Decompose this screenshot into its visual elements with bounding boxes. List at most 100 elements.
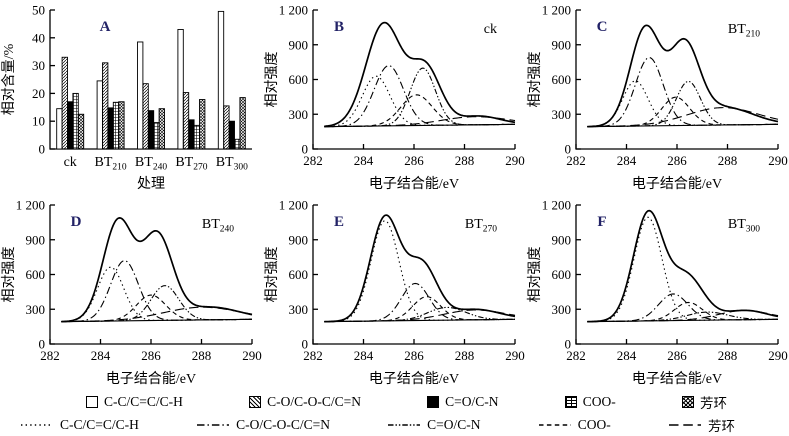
legend-line-row: C-C/C=C/C-H C-O/C-O-C/C=N C=O/C-N COO- 芳… bbox=[0, 415, 789, 435]
panel-a-bar-chart: 0 10 20 30 40 50 相对含量/% 处理 Ack BT210 BT240 BT270 BT3… bbox=[1, 3, 252, 192]
y-tick-label: 0 bbox=[39, 142, 46, 157]
category-label: BT270 bbox=[175, 155, 207, 173]
x-tick-label: 284 bbox=[617, 348, 637, 363]
panel-letter: C bbox=[597, 19, 608, 35]
legend-label: COO- bbox=[582, 393, 616, 409]
y-axis-label: 相对强度 bbox=[264, 247, 280, 303]
x-tick-label: 286 bbox=[141, 348, 161, 363]
y-axis-label: 相对强度 bbox=[264, 52, 280, 108]
treatment-label: ck bbox=[484, 22, 497, 37]
baseline-curve bbox=[587, 123, 779, 128]
legend-label: C-O/C-O-C/C=N bbox=[267, 393, 361, 409]
legend-label: C-C/C=C/C-H bbox=[104, 393, 183, 409]
x-tick-label: 282 bbox=[566, 348, 586, 363]
y-tick-label: 900 bbox=[289, 37, 309, 52]
dashdot-line-sample bbox=[197, 423, 230, 426]
y-tick-label: 1 200 bbox=[279, 3, 308, 18]
x-tick-label: 290 bbox=[505, 348, 525, 363]
curve-C-C/C=C/C-H bbox=[587, 80, 779, 128]
bar-C=O/C-N bbox=[147, 110, 155, 150]
y-tick-label: 900 bbox=[552, 232, 572, 247]
treatment-label: BT270 bbox=[465, 217, 497, 235]
y-tick-label: 0 bbox=[565, 337, 572, 352]
curve-envelope bbox=[61, 217, 253, 323]
dashed-line-sample bbox=[538, 423, 571, 426]
x-tick-label: 282 bbox=[303, 348, 323, 363]
y-tick-label: 300 bbox=[289, 302, 309, 317]
bar-C=O/C-N bbox=[107, 107, 114, 150]
bar-C-O/C-O-C/C=N bbox=[142, 83, 149, 150]
x-axis-ticks: 282 284 286 288 290 bbox=[566, 144, 788, 168]
x-tick-label: 282 bbox=[566, 153, 586, 168]
y-tick-label: 10 bbox=[32, 114, 45, 129]
category-label: ck bbox=[64, 155, 77, 170]
panel-letter: A bbox=[100, 19, 111, 35]
legend: C-C/C=C/C-H C-O/C-O-C/C=N C=O/C-N COO- 芳… bbox=[0, 390, 789, 436]
legend-label: C-C/C=C/C-H bbox=[60, 416, 139, 432]
y-tick-label: 900 bbox=[26, 232, 46, 247]
bar-pattern-brick-swatch bbox=[564, 395, 577, 408]
y-tick-label: 600 bbox=[552, 267, 572, 282]
panel-letter: D bbox=[71, 214, 82, 230]
legend-item-bar-aromatic: 芳环 bbox=[681, 392, 727, 412]
dotted-line-sample bbox=[21, 423, 53, 426]
legend-item-line-coo: COO- bbox=[538, 417, 611, 433]
curve-envelope bbox=[587, 24, 779, 128]
y-tick-label: 600 bbox=[289, 72, 309, 87]
bar-C-C/C=C/C-H bbox=[137, 41, 144, 150]
bar-C-O/C-O-C/C=N bbox=[182, 92, 190, 150]
category-label: BT210 bbox=[95, 155, 127, 173]
category-label: BT240 bbox=[135, 155, 167, 173]
bar-C=O/C-N bbox=[67, 101, 74, 150]
x-tick-label: 290 bbox=[768, 348, 788, 363]
curve-C=O/C-N bbox=[324, 67, 516, 128]
baseline-curve bbox=[324, 318, 516, 323]
bar-C-C/C=C/C-H bbox=[217, 10, 225, 150]
y-tick-label: 300 bbox=[552, 107, 572, 122]
treatment-label: BT210 bbox=[728, 22, 760, 40]
x-tick-label: 290 bbox=[242, 348, 262, 363]
curve-C-C/C=C/C-H bbox=[324, 220, 516, 323]
bar-COO- bbox=[112, 101, 120, 150]
bar-C-O/C-O-C/C=N bbox=[223, 105, 230, 150]
legend-item-bar-c=o: C=O/C-N bbox=[427, 394, 499, 410]
legend-bar-row: C-C/C=C/C-H C-O/C-O-C/C=N C=O/C-N COO- 芳… bbox=[0, 392, 789, 412]
x-tick-label: 286 bbox=[667, 348, 687, 363]
legend-label: C-O/C-O-C/C=N bbox=[236, 416, 330, 432]
x-axis-label: 电子结合能/eV bbox=[106, 371, 196, 387]
curve-C-C/C=C/C-H bbox=[324, 75, 516, 128]
y-tick-label: 900 bbox=[552, 37, 572, 52]
x-axis-label: 电子结合能/eV bbox=[632, 371, 722, 387]
y-axis-label: 相对强度 bbox=[1, 247, 17, 303]
category-label: BT300 bbox=[216, 155, 248, 173]
y-tick-label: 1 200 bbox=[542, 198, 571, 213]
x-tick-label: 288 bbox=[455, 153, 475, 168]
x-axis-ticks: 282 284 286 288 290 bbox=[303, 339, 525, 363]
x-tick-label: 288 bbox=[718, 348, 738, 363]
legend-label: COO- bbox=[577, 416, 611, 432]
curve-envelope bbox=[324, 214, 516, 323]
curves-group bbox=[587, 24, 779, 128]
bar-COO- bbox=[193, 124, 200, 150]
longdash-line-sample bbox=[668, 423, 701, 426]
x-tick-label: 282 bbox=[40, 348, 60, 363]
curve-envelope bbox=[324, 21, 516, 128]
x-tick-label: 290 bbox=[768, 153, 788, 168]
bar-COO- bbox=[234, 138, 241, 150]
y-tick-label: 1 200 bbox=[542, 3, 571, 18]
x-axis-label: 电子结合能/eV bbox=[369, 176, 459, 192]
y-axis-label: 相对强度 bbox=[527, 247, 543, 303]
curves-group bbox=[587, 209, 779, 323]
curves-group bbox=[324, 214, 516, 323]
baseline-curve bbox=[587, 318, 779, 323]
legend-item-line-co: C-O/C-O-C/C=N bbox=[196, 417, 330, 433]
bar-C-C/C=C/C-H bbox=[177, 29, 184, 150]
curve-COO- bbox=[324, 94, 516, 128]
y-tick-label: 50 bbox=[32, 3, 45, 18]
x-axis-ticks: 282 284 286 288 290 bbox=[566, 339, 788, 363]
